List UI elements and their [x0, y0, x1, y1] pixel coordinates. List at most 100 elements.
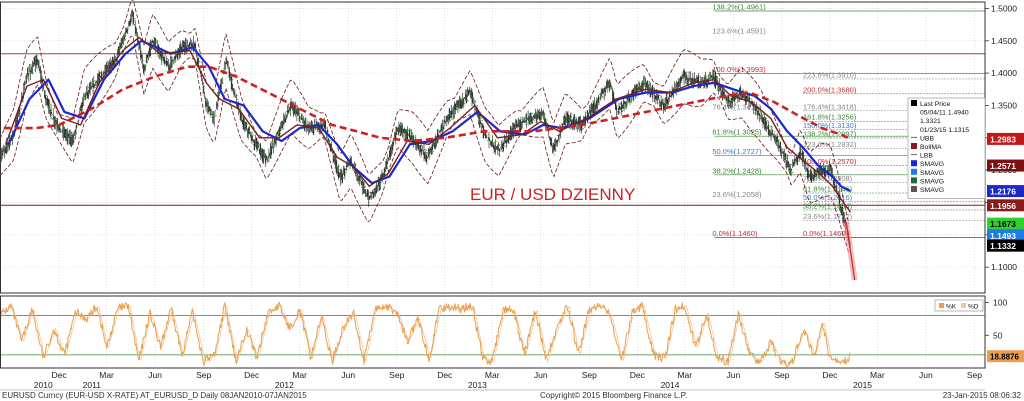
x-month-label: Dec — [437, 370, 453, 380]
footer-right: 23-Jan-2015 08:06:32 — [943, 391, 1022, 400]
oscillator-frame — [0, 295, 986, 369]
x-year-label: 2011 — [83, 380, 102, 390]
moving-averages — [3, 36, 852, 213]
fib-label: 150.0%(1.3130) — [803, 121, 857, 130]
osc-tag-label: 18.8876 — [990, 353, 1019, 362]
legend-label: SMAVG — [920, 178, 944, 185]
legend-box — [907, 97, 986, 199]
upper-band — [0, 0, 850, 224]
fib-label: 176.4%(1.3418) — [803, 102, 857, 111]
x-month-label: Mar — [870, 370, 885, 380]
fib-label: 50.0%(1.2727) — [712, 147, 762, 156]
osc-legend-swatch — [939, 303, 944, 308]
series-line-2 — [3, 65, 852, 143]
osc-d-line — [0, 305, 851, 366]
price-tag-box — [987, 199, 1024, 212]
osc-k-line — [0, 301, 851, 368]
x-month-label: Jun — [919, 370, 933, 380]
price-tag-label: 1.2571 — [990, 161, 1016, 171]
price-tag-label: 1.1956 — [990, 201, 1016, 211]
price-tag-label: 1.1673 — [990, 219, 1016, 229]
fib-label: 38.2%(1.2428) — [712, 166, 762, 175]
osc-tag-box — [987, 350, 1024, 363]
footer-center: Copyright© 2015 Bloomberg Finance L.P. — [540, 391, 687, 400]
legend-label: 05/04/11 1.4940 — [920, 110, 969, 117]
x-month-label: Sep — [774, 370, 789, 380]
osc-y-tick-label: 50 — [993, 330, 1003, 340]
x-month-label: Jun — [534, 370, 548, 380]
legend-label: SMAVG — [920, 187, 944, 194]
y-tick-label: 1.1000 — [991, 262, 1017, 272]
fib-levels-b: 223.6%(1.3910) 200.0%(1.3680) 176.4%(1.341… — [802, 70, 985, 238]
legend-label: SMAVG — [920, 170, 944, 177]
series-line-1 — [5, 36, 852, 213]
price-tags: 1.2983 1.2571 1.2176 1.1956 1.1673 1.14931.13… — [987, 132, 1024, 252]
x-month-label: Sep — [582, 370, 597, 380]
x-axis: Dec Mar Jun Sep Dec Mar Jun Sep Dec Mar Jun Sep Dec M… — [0, 370, 985, 391]
fib-label: 61.8%(1.2146) — [803, 185, 853, 194]
legend-swatch — [911, 177, 917, 184]
osc-legend-box — [934, 299, 984, 312]
y-tick-label: 1.5000 — [991, 3, 1017, 13]
x-month-label: Dec — [52, 370, 68, 380]
legend-swatch — [911, 168, 917, 175]
price-tag-box — [987, 239, 1024, 252]
fib-label: 76.4%(1.2308) — [803, 174, 853, 183]
legend-label: LBB — [920, 153, 933, 160]
fib-label: 138.2%(1.2997) — [803, 129, 857, 138]
x-month-label: Jun — [148, 370, 162, 380]
legend-label: Last Price — [920, 101, 950, 108]
x-month-label: Dec — [822, 370, 838, 380]
x-year-label: 2014 — [661, 380, 680, 390]
x-month-label: Mar — [292, 370, 307, 380]
fib-label: 123.6%(1.4591) — [712, 26, 766, 35]
x-month-label: Dec — [244, 370, 260, 380]
osc-border — [0, 295, 986, 369]
oscillator-tags: 18.8876 — [987, 350, 1024, 363]
price-tag-box — [987, 229, 1024, 242]
osc-legend-label: %D — [968, 304, 979, 311]
oscillator-legend: %K %D — [934, 299, 984, 312]
fib-label: 100.0%(1.2570) — [803, 157, 857, 166]
legend-label: 1.3321 — [920, 118, 941, 125]
legend-swatch — [911, 160, 917, 167]
oscillator-y-axis: 100 50 — [985, 298, 1007, 340]
x-year-label: 2012 — [275, 380, 294, 390]
y-tick-label: 1.4000 — [991, 68, 1017, 78]
fib-label: 38.2%(1.1884) — [803, 201, 853, 210]
x-month-label: Mar — [677, 370, 692, 380]
chart-title: EUR / USD DZIENNY — [470, 185, 635, 204]
fib-label: 138.2%(1.4961) — [712, 2, 766, 11]
x-month-label: Mar — [99, 370, 114, 380]
fib-label: 0.0%(1.1460) — [803, 229, 849, 238]
y-tick-label: 1.3500 — [991, 100, 1017, 110]
legend-label: BollMA — [920, 144, 942, 151]
x-year-label: 2015 — [853, 380, 872, 390]
y-tick-label: 1.4500 — [991, 36, 1017, 46]
price-tag-label: 1.1332 — [990, 241, 1016, 251]
x-month-label: Mar — [485, 370, 500, 380]
x-year-label: 2013 — [468, 380, 487, 390]
price-tag-label: 1.2983 — [990, 134, 1016, 144]
projection — [843, 221, 858, 281]
fib-label: 23.6%(1.2058) — [712, 190, 762, 199]
x-month-label: Jun — [726, 370, 740, 380]
legend-swatch — [911, 186, 917, 192]
projection-line — [845, 221, 856, 281]
price-tag-box — [987, 185, 1024, 198]
x-month-label: Jun — [341, 370, 355, 380]
osc-legend-swatch — [961, 303, 966, 308]
osc-y-tick-label: 100 — [993, 298, 1007, 308]
legend-swatch — [911, 100, 917, 106]
price-tag-label: 1.1493 — [990, 231, 1016, 241]
price-tag-box — [987, 217, 1024, 230]
fib-label: 223.6%(1.3910) — [803, 70, 857, 79]
x-month-label: Sep — [967, 370, 982, 380]
legend-label: SMAVG — [920, 161, 944, 168]
fib-label: 23.6%(1.1722) — [803, 212, 853, 221]
fib-label: 100.0%(1.3993) — [712, 65, 766, 74]
fib-label: 0.0%(1.1460) — [712, 229, 758, 238]
price-tag-box — [987, 159, 1024, 172]
